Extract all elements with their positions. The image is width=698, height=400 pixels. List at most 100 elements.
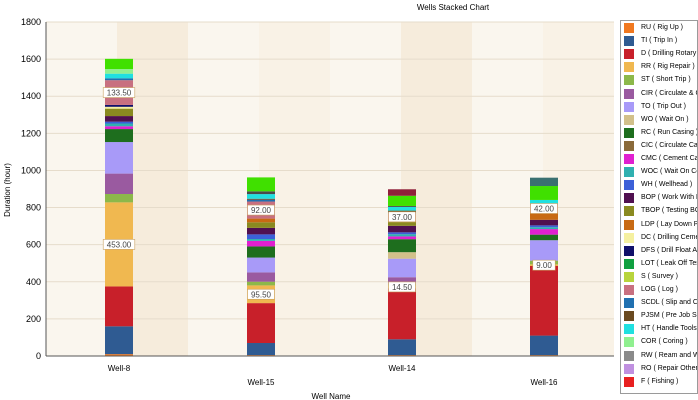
legend-item: F ( Fishing ) <box>623 376 697 388</box>
x-tick-label: Well-8 <box>108 364 131 373</box>
bar-segment <box>105 354 133 356</box>
bar-segment <box>530 225 558 228</box>
data-label: 42.00 <box>530 203 558 214</box>
svg-text:133.50: 133.50 <box>107 89 132 98</box>
legend-label: WOC ( Wait On Cement ) <box>641 168 697 176</box>
data-label: 14.50 <box>388 281 416 293</box>
data-labels: 453.00 133.50 92.00 95.50 37.00 14.50 42.00 9.0… <box>102 87 558 300</box>
legend-swatch <box>624 363 634 374</box>
legend-swatch <box>624 232 634 243</box>
legend-label: S ( Survey ) <box>641 272 678 280</box>
legend-item: RC ( Run Casing ) <box>623 127 698 139</box>
y-tick-label: 200 <box>26 314 41 324</box>
legend-item: CIC ( Circulate Casing ) <box>623 140 697 152</box>
legend-label: DFS ( Drill Float And Shoe ) <box>641 246 698 254</box>
bar-segment <box>388 277 416 284</box>
legend-label: SCDL ( Slip and Cut Drill Line ) <box>641 299 698 307</box>
legend-item: LDP ( Lay Down Pipe ) <box>623 219 697 231</box>
svg-text:14.50: 14.50 <box>392 283 413 292</box>
legend-item: CMC ( Cement Casing ) <box>623 153 697 165</box>
data-label: 92.00 <box>247 204 275 216</box>
legend-label: HT ( Handle Tools ) <box>641 325 698 333</box>
legend-item: RW ( Ream and Wash ) <box>623 350 697 362</box>
legend-item: WH ( Wellhead ) <box>623 179 697 191</box>
svg-text:95.50: 95.50 <box>251 290 272 299</box>
svg-text:453.00: 453.00 <box>107 240 132 249</box>
bar-segment <box>388 239 416 253</box>
x-tick-label: Well-14 <box>389 364 417 373</box>
bar-segment <box>105 116 133 122</box>
bar-segment <box>105 104 133 107</box>
bar-segment <box>247 240 275 247</box>
bar-segment <box>247 303 275 344</box>
legend-label: TBOP ( Testing BOP ) <box>641 207 697 215</box>
bar-segment <box>105 129 133 143</box>
legend-swatch <box>624 245 634 256</box>
legend-item: RU ( Rig Up ) <box>623 22 697 34</box>
legend-item: PJSM ( Pre Job Safety Meeting ) <box>623 310 697 322</box>
legend-swatch <box>624 62 634 73</box>
data-label: 9.00 <box>532 259 556 271</box>
legend-swatch <box>624 180 634 191</box>
bar-segment <box>388 232 416 235</box>
legend-swatch <box>624 75 634 86</box>
legend-swatch <box>624 311 634 322</box>
bar-segment <box>105 106 133 109</box>
legend-item: CIR ( Circulate & Condition ) <box>623 88 697 100</box>
bar-segment <box>530 227 558 230</box>
legend-swatch <box>624 49 634 60</box>
svg-text:92.00: 92.00 <box>251 206 272 215</box>
bar-segment <box>105 326 133 355</box>
bar-segment <box>247 343 275 356</box>
legend-swatch <box>624 167 634 178</box>
bar-segment <box>388 234 416 237</box>
bar-segment <box>105 173 133 195</box>
grid <box>46 21 614 357</box>
legend-item: TBOP ( Testing BOP ) <box>623 205 697 217</box>
legend-item: LOT ( Leak Off Test ) <box>623 258 697 270</box>
legend-item: SCDL ( Slip and Cut Drill Line ) <box>623 297 698 309</box>
bar-segment <box>530 234 558 241</box>
y-tick-label: 400 <box>26 277 41 287</box>
legend-item: DFS ( Drill Float And Shoe ) <box>623 245 698 257</box>
legend-label: RC ( Run Casing ) <box>641 128 698 136</box>
legend-label: TI ( Trip In ) <box>641 37 678 45</box>
bar-segment <box>388 205 416 207</box>
legend-swatch <box>624 324 634 335</box>
legend-item: ST ( Short Trip ) <box>623 74 697 86</box>
legend-swatch <box>624 298 634 309</box>
legend-swatch <box>624 376 634 387</box>
bar-segment <box>247 177 275 192</box>
bar-segment <box>530 335 558 356</box>
legend-item: HT ( Handle Tools ) <box>623 323 698 335</box>
bar-segment <box>388 206 416 211</box>
legend-item: LOG ( Log ) <box>623 284 697 296</box>
bar-segment <box>388 236 416 240</box>
legend-item: WOC ( Wait On Cement ) <box>623 166 697 178</box>
data-label: 37.00 <box>388 211 416 223</box>
legend-item: RO ( Repair Other ) <box>623 363 697 375</box>
legend-swatch <box>624 36 634 47</box>
bar-segment <box>247 218 275 223</box>
x-tick-labels: Well-8 Well-15 Well-14 Well-16 <box>108 364 558 387</box>
bar-segment <box>530 177 558 187</box>
legend-label: WO ( Wait On ) <box>641 115 689 123</box>
legend-swatch <box>624 337 634 348</box>
legend-label: COR ( Coring ) <box>641 338 688 346</box>
data-label: 453.00 <box>102 239 136 250</box>
bar-segment <box>388 195 416 206</box>
bar-segment <box>388 339 416 356</box>
bar-segment <box>388 252 416 259</box>
y-axis-label: Duration (hour) <box>3 163 12 217</box>
bar-segment <box>530 186 558 200</box>
bar-segment <box>530 229 558 235</box>
axes <box>45 22 614 357</box>
y-tick-label: 1400 <box>21 91 41 101</box>
data-label: 133.50 <box>102 87 136 98</box>
svg-text:42.00: 42.00 <box>534 204 555 213</box>
legend-swatch <box>624 271 634 282</box>
y-tick-label: 1200 <box>21 128 41 138</box>
bar-segment <box>105 286 133 327</box>
x-tick-label: Well-15 <box>248 378 276 387</box>
